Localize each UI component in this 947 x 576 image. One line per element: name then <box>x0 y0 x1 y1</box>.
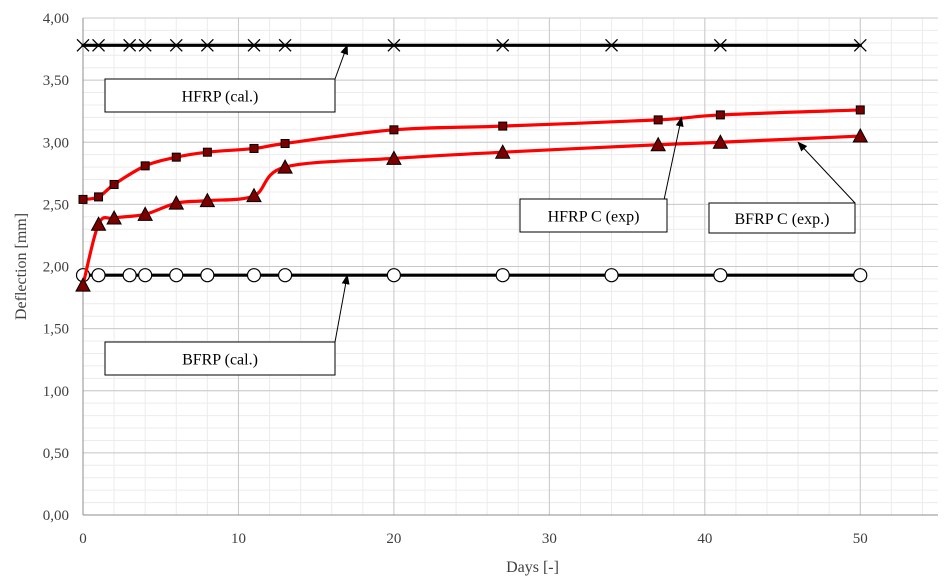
data-point-triangle-marker <box>852 127 869 143</box>
data-point-x-marker <box>247 38 261 52</box>
data-point-triangle-marker <box>75 277 91 292</box>
axes: 0 10 20 30 40 50 0,00 0,50 1,00 1,50 2,00 2,50 3,00 3… <box>43 11 938 547</box>
x-tick-label: 50 <box>853 531 868 547</box>
data-point-triangle-marker <box>106 209 122 225</box>
series-group <box>75 38 869 292</box>
data-point-triangle-marker <box>277 159 293 174</box>
data-point-triangle-marker <box>494 144 511 159</box>
data-point-x-marker <box>92 38 106 52</box>
x-tick-label: 40 <box>697 531 712 547</box>
data-point-triangle-marker <box>168 195 185 210</box>
data-point-x-marker <box>123 38 137 52</box>
y-tick-label: 0,00 <box>43 508 69 524</box>
data-point-triangle-marker <box>246 187 262 203</box>
data-point-circle-marker <box>853 268 868 283</box>
y-tick-label: 2,00 <box>43 260 69 276</box>
data-point-square-marker <box>498 121 508 131</box>
data-point-square-marker <box>653 115 663 125</box>
annotation-box <box>519 198 668 233</box>
annotation-label: BFRP (cal.) <box>182 352 258 369</box>
y-tick-label: 1,00 <box>43 384 69 400</box>
data-point-x-marker <box>138 38 152 52</box>
data-point-circle-marker <box>713 268 728 283</box>
annotation-callout: HFRP C (exp) <box>519 116 684 233</box>
data-point-circle-marker <box>200 268 215 283</box>
data-point-circle-marker <box>604 268 619 283</box>
series-line <box>81 134 862 287</box>
annotations-group: HFRP (cal.) BFRP (cal.) HFRP C (exp) BFRP C… <box>104 44 856 376</box>
data-point-square-marker <box>249 143 259 153</box>
x-tick-label: 0 <box>79 531 87 547</box>
data-point-circle-marker <box>495 268 510 283</box>
data-point-x-marker <box>496 38 510 52</box>
series-line <box>81 108 862 202</box>
annotation-box <box>104 78 336 113</box>
y-tick-label: 4,00 <box>43 11 69 27</box>
data-point-x-marker <box>387 38 401 52</box>
data-point-x-marker <box>713 38 727 52</box>
series-triangle <box>75 127 869 292</box>
data-point-square-marker <box>109 179 119 189</box>
data-point-circle-marker <box>246 268 262 283</box>
series-x <box>76 38 867 52</box>
data-point-triangle-marker <box>712 134 729 149</box>
series-square <box>78 105 865 204</box>
data-point-circle-marker <box>122 268 137 283</box>
x-axis-title: Days [-] <box>506 559 559 576</box>
data-point-circle-marker <box>277 268 293 283</box>
annotation-label: HFRP C (exp) <box>548 209 640 226</box>
data-point-x-marker <box>278 38 292 52</box>
y-tick-label: 3,00 <box>43 135 69 151</box>
data-point-circle-marker <box>91 268 106 283</box>
y-tick-label: 3,50 <box>43 73 69 89</box>
data-point-x-marker <box>76 38 90 52</box>
data-point-square-marker <box>171 152 181 162</box>
data-point-square-marker <box>78 194 88 204</box>
data-point-triangle-marker <box>199 192 216 208</box>
data-point-triangle-marker <box>386 150 402 165</box>
x-tick-label: 20 <box>386 531 401 547</box>
series-circle <box>75 268 868 283</box>
annotation-arrow <box>334 44 348 80</box>
data-point-triangle-marker <box>90 216 107 231</box>
annotation-arrow <box>797 141 856 204</box>
x-tick-label: 10 <box>231 531 246 547</box>
annotation-box <box>708 202 856 234</box>
annotation-callout: BFRP (cal.) <box>104 274 350 376</box>
data-point-circle-marker <box>169 268 184 283</box>
data-point-circle-marker <box>386 268 402 283</box>
data-point-x-marker <box>853 38 867 52</box>
data-point-x-marker <box>605 38 619 52</box>
annotation-label: HFRP (cal.) <box>182 89 259 106</box>
annotation-callout: HFRP (cal.) <box>104 44 348 113</box>
x-tick-label: 30 <box>542 531 557 547</box>
data-point-x-marker <box>200 38 214 52</box>
annotation-box <box>104 341 336 376</box>
annotation-arrow <box>663 116 684 201</box>
data-point-square-marker <box>389 125 399 135</box>
y-tick-label: 2,50 <box>43 197 69 213</box>
y-tick-label: 1,50 <box>43 322 69 338</box>
data-point-square-marker <box>855 105 865 115</box>
annotation-label: BFRP C (exp.) <box>735 211 830 228</box>
data-point-square-marker <box>715 110 725 120</box>
data-point-triangle-marker <box>137 206 154 221</box>
data-point-x-marker <box>169 38 183 52</box>
annotation-callout: BFRP C (exp.) <box>708 141 856 234</box>
data-point-square-marker <box>202 147 212 157</box>
data-point-circle-marker <box>138 268 153 283</box>
annotation-arrow <box>334 274 350 343</box>
y-axis-title: Deflection [mm] <box>13 213 30 320</box>
data-point-triangle-marker <box>650 136 667 152</box>
data-point-square-marker <box>280 138 290 148</box>
data-point-square-marker <box>140 161 150 171</box>
y-tick-label: 0,50 <box>43 446 69 462</box>
data-point-square-marker <box>94 192 104 202</box>
